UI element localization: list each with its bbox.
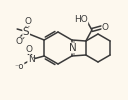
Text: O: O xyxy=(15,37,22,46)
Text: HO: HO xyxy=(74,16,88,24)
Text: S: S xyxy=(23,27,29,37)
Text: N: N xyxy=(69,43,77,53)
Text: O: O xyxy=(26,44,33,54)
Text: O: O xyxy=(25,16,32,26)
Text: +: + xyxy=(32,55,36,60)
Text: N: N xyxy=(28,56,35,64)
Text: O: O xyxy=(102,22,109,32)
Text: ⁻o: ⁻o xyxy=(14,62,24,71)
